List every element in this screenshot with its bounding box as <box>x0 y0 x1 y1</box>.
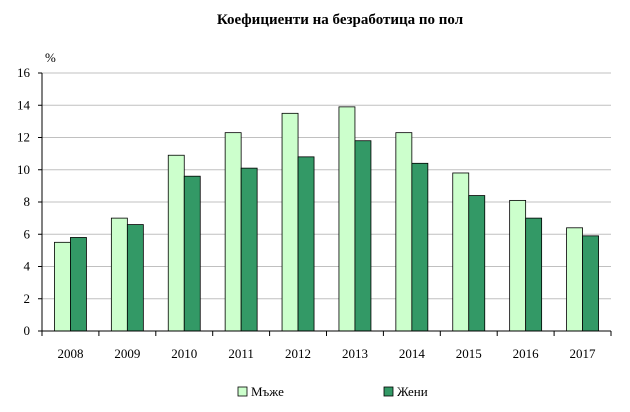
bar-women-2008 <box>70 237 87 332</box>
legend-swatch <box>237 386 248 397</box>
x-tick-label: 2014 <box>399 346 426 361</box>
bar-men-2017 <box>566 227 583 332</box>
bar-men-2010 <box>167 154 185 332</box>
bar-women-2016 <box>525 217 543 332</box>
x-tick-label: 2008 <box>57 346 83 361</box>
legend-label: Жени <box>397 384 428 399</box>
y-axis-unit: % <box>45 50 56 65</box>
y-tick-label: 4 <box>24 259 31 274</box>
bar-women-2013 <box>354 140 372 332</box>
bar-men-2009 <box>110 217 128 332</box>
x-axis-ticks: 2008 2009 2010 2011 2012 2013 2014 2015 2016 2017 <box>41 331 612 361</box>
bar-men-2008 <box>54 241 71 332</box>
x-tick-label: 2010 <box>171 346 197 361</box>
x-tick-label: 2017 <box>570 346 597 361</box>
y-tick-label: 8 <box>24 194 31 209</box>
x-tick-label: 2015 <box>456 346 482 361</box>
bar-women-2012 <box>297 156 315 332</box>
x-tick-label: 2016 <box>513 346 540 361</box>
x-tick-label: 2012 <box>285 346 311 361</box>
x-tick-label: 2009 <box>114 346 140 361</box>
bar-men-2016 <box>509 199 527 332</box>
bar-men-2011 <box>224 132 242 332</box>
y-tick-label: 16 <box>17 65 31 80</box>
bar-women-2014 <box>411 162 429 332</box>
y-tick-label: 14 <box>17 97 31 112</box>
legend-swatch <box>383 386 394 397</box>
legend: Мъже Жени <box>237 384 428 399</box>
chart-title: Коефициенти на безработица по пол <box>217 12 464 28</box>
bar-women-2011 <box>240 167 258 332</box>
y-tick-label: 0 <box>24 323 31 338</box>
y-tick-label: 2 <box>24 291 31 306</box>
y-tick-label: 10 <box>17 162 30 177</box>
bar-women-2017 <box>582 235 599 332</box>
x-tick-label: 2013 <box>342 346 368 361</box>
bar-men-2013 <box>338 106 356 332</box>
bar-women-2010 <box>183 175 201 332</box>
bar-women-2015 <box>468 195 486 332</box>
bar-men-2012 <box>281 112 299 332</box>
y-tick-label: 6 <box>24 226 31 241</box>
bars <box>54 106 599 332</box>
bar-women-2009 <box>126 224 144 332</box>
y-axis-ticks: 0 2 4 6 8 10 12 14 16 <box>17 65 42 338</box>
y-tick-label: 12 <box>17 130 30 145</box>
x-tick-label: 2011 <box>228 346 254 361</box>
bar-men-2014 <box>395 132 413 332</box>
legend-label: Мъже <box>251 384 284 399</box>
bar-men-2015 <box>452 172 470 332</box>
